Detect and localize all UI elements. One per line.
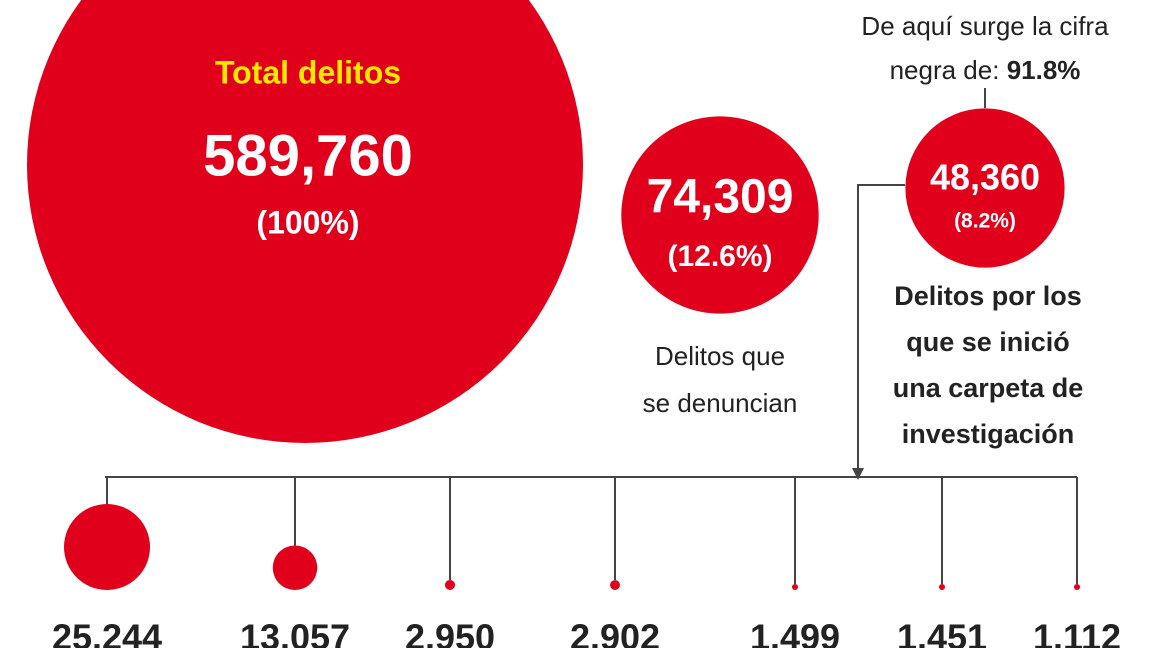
bubble	[621, 116, 819, 314]
note-prefix: negra de:	[890, 55, 1000, 85]
investigated-share: (8.2%)	[954, 210, 1016, 233]
investigated-caption: que se inició	[906, 327, 1070, 357]
breakdown-label: 13.057	[240, 617, 350, 648]
breakdown-label: 2.902	[570, 617, 660, 648]
note-line: negra de: 91.8%	[890, 55, 1081, 85]
bubble	[610, 580, 620, 591]
bubble	[792, 584, 798, 590]
bubble	[444, 579, 456, 590]
breakdown-label: 1.112	[1033, 617, 1121, 648]
bubble	[1074, 584, 1080, 590]
arrow-head	[852, 468, 864, 480]
breakdown-label: 25.244	[52, 617, 162, 648]
bubble	[27, 0, 583, 443]
note-line: De aquí surge la cifra	[861, 11, 1109, 41]
investigated-caption: Delitos por los	[894, 281, 1082, 311]
connector	[857, 184, 905, 470]
investigated-count: 48,360	[930, 157, 1040, 198]
reported-count: 74,309	[647, 171, 794, 224]
investigated-caption: una carpeta de	[893, 373, 1084, 403]
investigated-caption: investigación	[902, 419, 1075, 449]
reported-caption: Delitos que	[655, 341, 785, 371]
breakdown-label: 1.451	[897, 617, 987, 648]
breakdown-label: 2.950	[405, 617, 495, 648]
bubble	[64, 504, 150, 590]
bubble	[272, 545, 318, 590]
reported-caption: se denuncian	[643, 388, 798, 418]
total-title: Total delitos	[215, 54, 401, 90]
breakdown-label: 1.499	[750, 617, 840, 648]
bubble	[905, 108, 1065, 268]
total-share: (100%)	[256, 204, 359, 240]
note-figure: 91.8%	[1007, 55, 1081, 85]
bubble	[939, 584, 945, 590]
total-count: 589,760	[203, 123, 413, 188]
reported-share: (12.6%)	[667, 240, 772, 273]
